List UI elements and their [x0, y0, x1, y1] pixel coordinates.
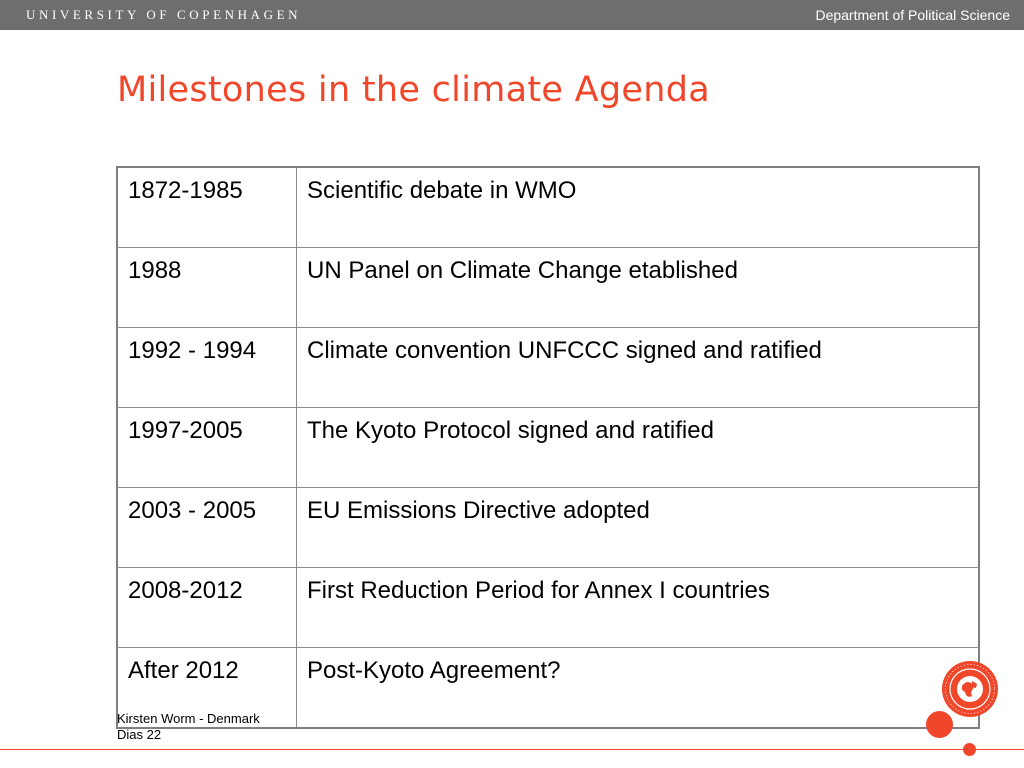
period-cell: After 2012	[116, 647, 297, 729]
decorative-circle-small	[963, 743, 976, 756]
table-row: After 2012 Post-Kyoto Agreement?	[116, 647, 980, 729]
university-name: UNIVERSITY OF COPENHAGEN	[26, 7, 302, 22]
period-cell: 1988	[116, 247, 297, 328]
period-cell: 1992 - 1994	[116, 327, 297, 408]
event-cell: First Reduction Period for Annex I count…	[296, 567, 980, 648]
department-name: Department of Political Science	[815, 7, 1010, 23]
table-row: 1997-2005 The Kyoto Protocol signed and …	[116, 407, 980, 488]
period-cell: 2003 - 2005	[116, 487, 297, 568]
footer-author: Kirsten Worm - Denmark	[117, 711, 260, 726]
table-row: 1988 UN Panel on Climate Change etablish…	[116, 247, 980, 328]
decorative-circle-large	[926, 711, 953, 738]
table-row: 2003 - 2005 EU Emissions Directive adopt…	[116, 487, 980, 568]
table-row: 1992 - 1994 Climate convention UNFCCC si…	[116, 327, 980, 408]
milestones-table: 1872-1985 Scientific debate in WMO 1988 …	[116, 166, 980, 729]
period-cell: 1997-2005	[116, 407, 297, 488]
footer-divider	[0, 749, 1024, 750]
university-seal-icon	[940, 659, 1000, 719]
header-bar: UNIVERSITY OF COPENHAGEN Department of P…	[0, 0, 1024, 30]
period-cell: 1872-1985	[116, 166, 297, 248]
period-cell: 2008-2012	[116, 567, 297, 648]
event-cell: Post-Kyoto Agreement?	[296, 647, 980, 729]
slide-title: Milestones in the climate Agenda	[117, 70, 710, 110]
event-cell: EU Emissions Directive adopted	[296, 487, 980, 568]
event-cell: Climate convention UNFCCC signed and rat…	[296, 327, 980, 408]
footer-slide-number: Dias 22	[117, 727, 162, 742]
table-row: 1872-1985 Scientific debate in WMO	[116, 166, 980, 248]
event-cell: The Kyoto Protocol signed and ratified	[296, 407, 980, 488]
event-cell: Scientific debate in WMO	[296, 166, 980, 248]
event-cell: UN Panel on Climate Change etablished	[296, 247, 980, 328]
table-row: 2008-2012 First Reduction Period for Ann…	[116, 567, 980, 648]
